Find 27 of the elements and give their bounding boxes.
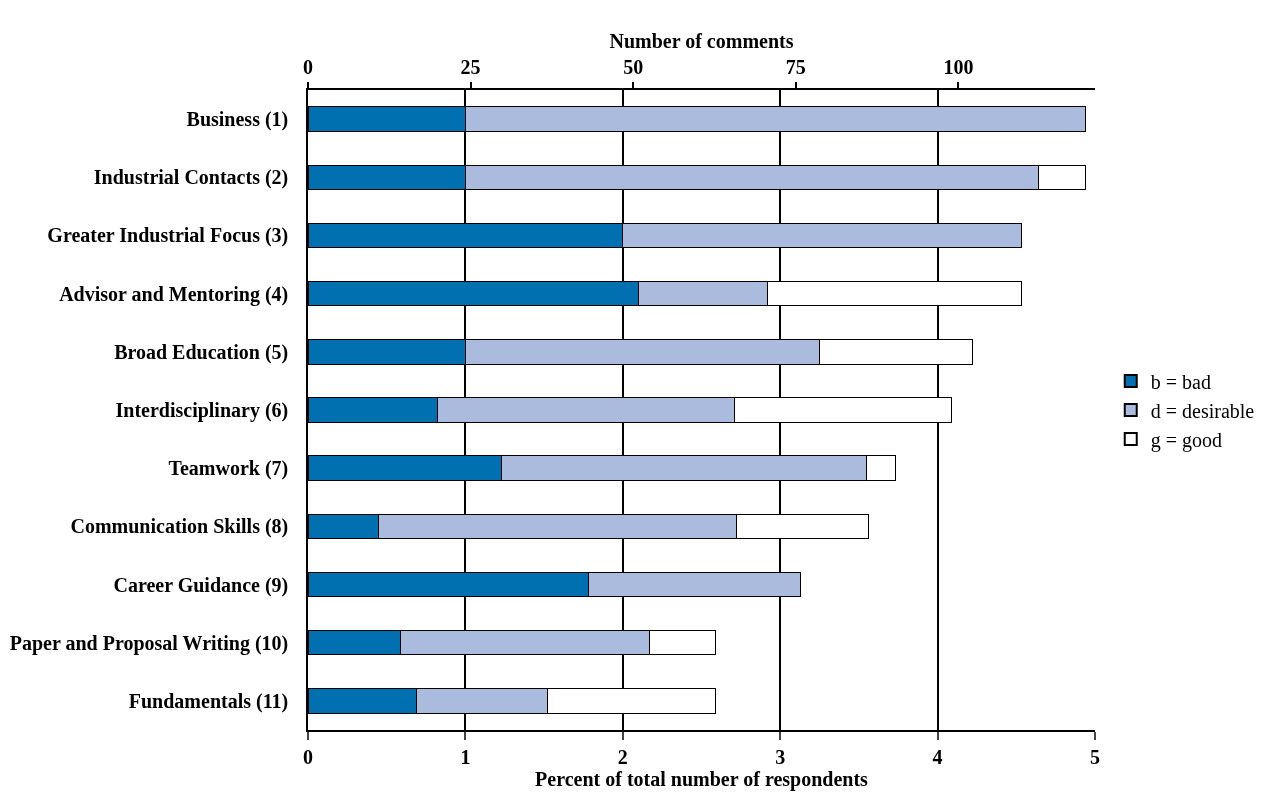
x2-tick-label: 0 <box>303 56 313 79</box>
y-tick-label: Career Guidance (9) <box>113 573 289 597</box>
y-tick-label: Paper and Proposal Writing (10) <box>9 631 289 655</box>
y-tick-label: Industrial Contacts (2) <box>93 166 289 190</box>
y-tick-label: Business (1) <box>186 108 289 132</box>
y-tick-label: Communication Skills (8) <box>70 515 289 539</box>
legend-label: b = bad <box>1150 370 1211 393</box>
y-tick-label: Fundamentals (11) <box>128 689 289 713</box>
x-axis-title: Percent of total number of respondents <box>535 767 869 791</box>
y-tick-label: Broad Education (5) <box>114 340 289 364</box>
x-tick-label: 5 <box>1090 745 1100 768</box>
x2-tick-label: 75 <box>785 56 806 79</box>
y-tick-label: Greater Industrial Focus (3) <box>47 224 289 248</box>
x2-axis-title: Number of comments <box>609 30 794 53</box>
x-tick-label: 2 <box>617 745 628 768</box>
legend-label: d = desirable <box>1150 399 1255 422</box>
y-tick-label: Teamwork (7) <box>168 457 289 481</box>
y-tick-label: Interdisciplinary (6) <box>115 399 289 422</box>
x2-tick-label: 100 <box>943 56 974 79</box>
x-tick-label: 3 <box>775 745 786 768</box>
x2-tick-label: 25 <box>460 56 481 79</box>
x2-tick-label: 50 <box>623 56 644 79</box>
x-tick-label: 4 <box>932 745 943 768</box>
x-tick-label: 1 <box>460 745 471 768</box>
legend-label: g = good <box>1150 428 1223 452</box>
x-tick-label: 0 <box>303 745 313 768</box>
y-tick-label: Advisor and Mentoring (4) <box>59 282 289 306</box>
